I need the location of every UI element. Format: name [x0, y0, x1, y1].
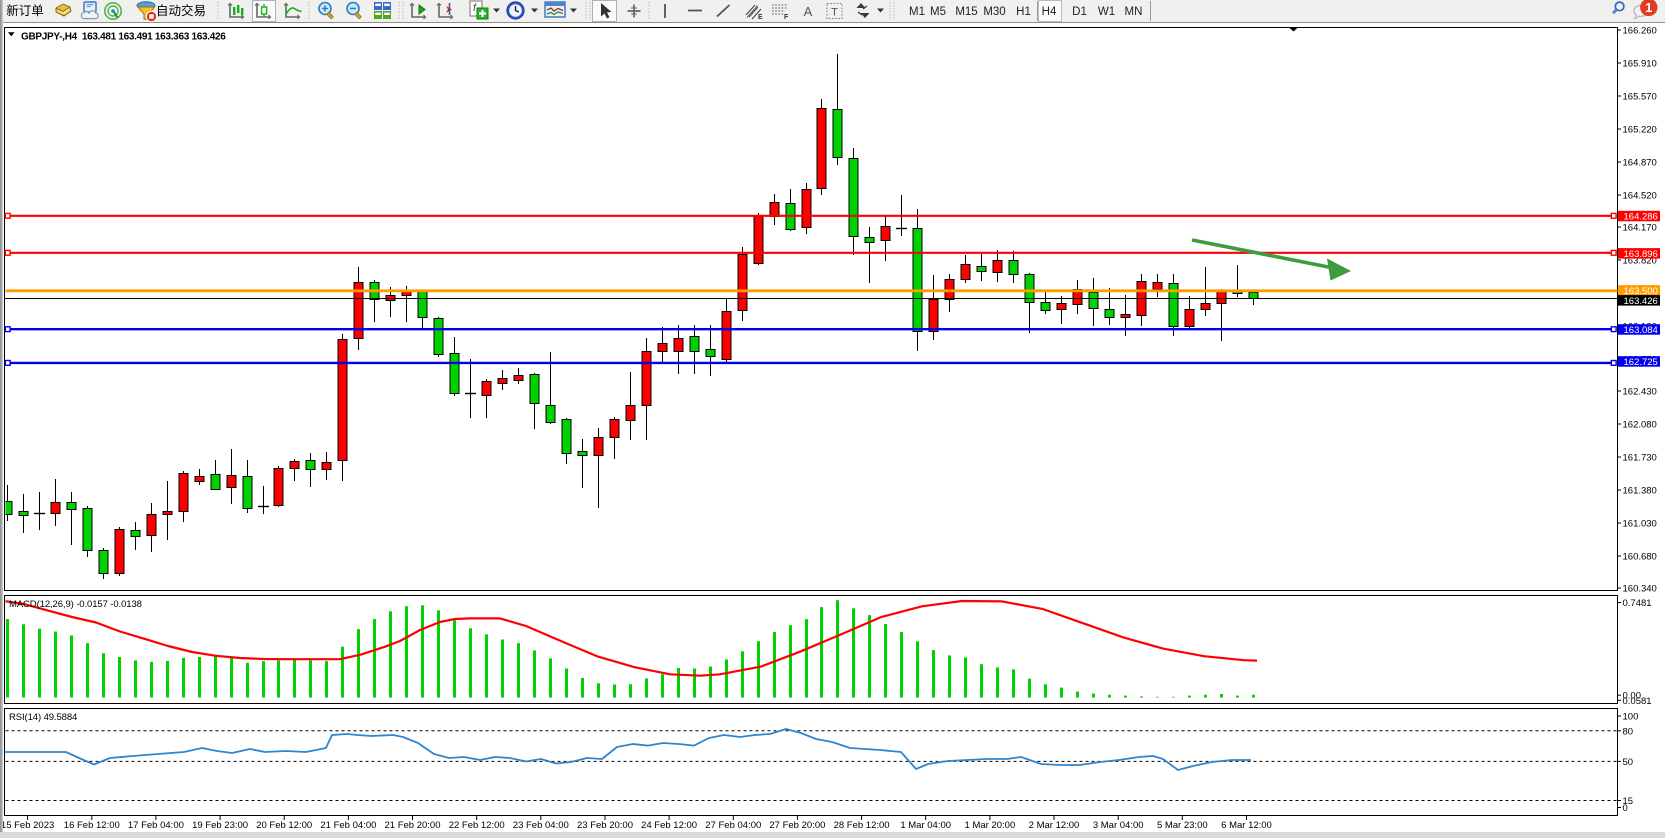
svg-text:15 Feb 2023: 15 Feb 2023 — [1, 820, 54, 831]
svg-text:161.380: 161.380 — [1623, 486, 1657, 497]
svg-text:166.260: 166.260 — [1623, 26, 1657, 37]
svg-text:E: E — [758, 14, 763, 21]
svg-text:165.910: 165.910 — [1623, 59, 1657, 70]
svg-text:163.820: 163.820 — [1623, 256, 1657, 267]
svg-text:自动交易: 自动交易 — [156, 3, 206, 18]
svg-text:0.7481: 0.7481 — [1623, 598, 1652, 609]
svg-text:0.00: 0.00 — [1623, 691, 1642, 702]
svg-text:H4: H4 — [1042, 6, 1057, 18]
svg-text:28 Feb 12:00: 28 Feb 12:00 — [834, 820, 890, 831]
svg-text:165.570: 165.570 — [1623, 92, 1657, 103]
svg-text:MN: MN — [1125, 6, 1143, 18]
svg-text:160.340: 160.340 — [1623, 584, 1657, 595]
svg-text:W1: W1 — [1098, 6, 1115, 18]
svg-text:23 Feb 20:00: 23 Feb 20:00 — [577, 820, 633, 831]
svg-text:M5: M5 — [930, 6, 946, 18]
svg-text:M15: M15 — [955, 6, 977, 18]
svg-text:1: 1 — [1645, 0, 1652, 15]
svg-text:21 Feb 04:00: 21 Feb 04:00 — [320, 820, 376, 831]
svg-text:100: 100 — [1623, 712, 1639, 723]
svg-text:24 Feb 12:00: 24 Feb 12:00 — [641, 820, 697, 831]
svg-text:163.896: 163.896 — [1624, 249, 1658, 260]
svg-text:A: A — [804, 4, 813, 19]
svg-text:23 Feb 04:00: 23 Feb 04:00 — [513, 820, 569, 831]
svg-text:2 Mar 12:00: 2 Mar 12:00 — [1029, 820, 1080, 831]
svg-text:163.500: 163.500 — [1624, 286, 1658, 297]
svg-text:164.520: 164.520 — [1623, 191, 1657, 202]
svg-text:M30: M30 — [983, 6, 1005, 18]
svg-text:新订单: 新订单 — [6, 3, 44, 18]
svg-text:21 Feb 20:00: 21 Feb 20:00 — [385, 820, 441, 831]
svg-text:27 Feb 20:00: 27 Feb 20:00 — [769, 820, 825, 831]
svg-text:D1: D1 — [1072, 6, 1087, 18]
svg-text:163.426: 163.426 — [1624, 296, 1658, 307]
svg-text:27 Feb 04:00: 27 Feb 04:00 — [705, 820, 761, 831]
svg-text:17 Feb 04:00: 17 Feb 04:00 — [128, 820, 184, 831]
svg-text:161.730: 161.730 — [1623, 453, 1657, 464]
svg-text:H1: H1 — [1016, 6, 1031, 18]
svg-text:0: 0 — [1623, 803, 1628, 814]
svg-text:162.080: 162.080 — [1623, 420, 1657, 431]
svg-text:165.220: 165.220 — [1623, 125, 1657, 136]
svg-text:f: f — [473, 3, 477, 14]
svg-text:MACD(12,26,9) -0.0157 -0.0138: MACD(12,26,9) -0.0157 -0.0138 — [9, 599, 142, 610]
svg-text:15: 15 — [1623, 796, 1634, 807]
svg-text:F: F — [784, 14, 789, 21]
svg-text:162.430: 162.430 — [1623, 387, 1657, 398]
svg-text:162.725: 162.725 — [1624, 357, 1658, 368]
svg-text:6 Mar 12:00: 6 Mar 12:00 — [1221, 820, 1272, 831]
svg-text:164.870: 164.870 — [1623, 158, 1657, 169]
svg-text:22 Feb 12:00: 22 Feb 12:00 — [449, 820, 505, 831]
svg-text:164.170: 164.170 — [1623, 223, 1657, 234]
svg-text:1 Mar 04:00: 1 Mar 04:00 — [900, 820, 951, 831]
svg-text:RSI(14) 49.5884: RSI(14) 49.5884 — [9, 712, 77, 723]
svg-text:M1: M1 — [909, 6, 925, 18]
svg-text:20 Feb 12:00: 20 Feb 12:00 — [256, 820, 312, 831]
svg-text:GBPJPY-,H4 163.481 163.491 16: GBPJPY-,H4 163.481 163.491 163.363 163.4… — [21, 31, 226, 42]
svg-text:160.680: 160.680 — [1623, 552, 1657, 563]
svg-text:163.084: 163.084 — [1624, 325, 1658, 336]
svg-text:T: T — [831, 7, 838, 19]
svg-text:80: 80 — [1623, 726, 1634, 737]
svg-text:19 Feb 23:00: 19 Feb 23:00 — [192, 820, 248, 831]
svg-text:3 Mar 04:00: 3 Mar 04:00 — [1093, 820, 1144, 831]
svg-text:0.0581: 0.0581 — [1623, 696, 1652, 707]
svg-text:16 Feb 12:00: 16 Feb 12:00 — [64, 820, 120, 831]
svg-text:161.030: 161.030 — [1623, 519, 1657, 530]
svg-text:164.286: 164.286 — [1624, 212, 1658, 223]
svg-text:5 Mar 23:00: 5 Mar 23:00 — [1157, 820, 1208, 831]
svg-text:1 Mar 20:00: 1 Mar 20:00 — [965, 820, 1016, 831]
svg-text:50: 50 — [1623, 757, 1634, 768]
